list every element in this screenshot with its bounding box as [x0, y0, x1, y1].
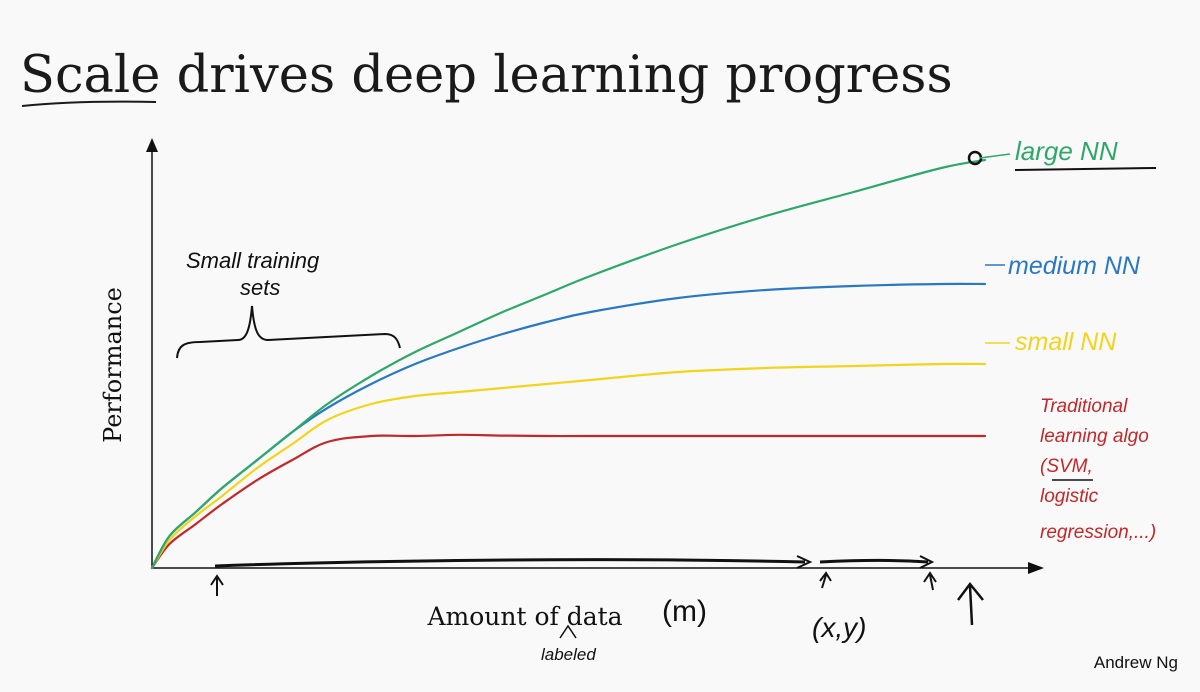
series-line-small-2 — [150, 362, 987, 570]
large-nn-label-underline — [1014, 167, 1157, 171]
up-arrow-2 — [819, 571, 832, 589]
traditional-label-line-5: regression,...) — [1040, 522, 1156, 543]
traditional-label-line-3: (SVM, — [1040, 456, 1093, 477]
xy-range-arrowhead — [919, 555, 935, 569]
large-nn-label-tick — [979, 153, 1011, 159]
data-range-line — [214, 558, 806, 568]
xy-symbol: (x,y) — [812, 612, 866, 643]
labeled-caret — [559, 624, 577, 639]
slide-title: Scale drives deep learning progress — [20, 46, 953, 105]
m-symbol: (m) — [662, 595, 707, 628]
medium-nn-label: medium NN — [1008, 252, 1141, 280]
traditional-label-line-4: logistic — [1040, 486, 1099, 507]
up-arrow-4 — [957, 581, 984, 626]
traditional-algo-label: Traditional learning algo (SVM, logistic… — [1040, 396, 1156, 543]
labeled-annotation: labeled — [541, 645, 596, 664]
data-range-arrowhead — [796, 555, 813, 569]
small-nn-label: small NN — [1015, 328, 1117, 356]
x-axis-label: Amount of data — [426, 602, 622, 631]
series-layer — [150, 158, 987, 570]
small-training-sets-label-line-2: sets — [240, 275, 280, 300]
small-training-sets-bracket — [176, 305, 401, 359]
x-axis-arrow — [1028, 562, 1044, 574]
title-underline — [21, 100, 157, 107]
traditional-label-line-2: learning algo — [1040, 426, 1149, 447]
up-arrow-1 — [210, 574, 224, 596]
up-arrow-3 — [923, 571, 937, 591]
title-underlined-word: Scale — [20, 46, 160, 105]
series-line-traditional-3 — [150, 433, 987, 570]
traditional-label-line-1: Traditional — [1040, 396, 1128, 417]
series-line-medium-1 — [150, 282, 987, 570]
title-rest: drives deep learning progress — [160, 46, 952, 105]
xy-range-line — [819, 559, 929, 564]
series-line-large-0 — [150, 158, 987, 570]
y-axis-label: Performance — [99, 287, 127, 443]
small-training-sets-label-line-1: Small training — [186, 248, 320, 273]
large-nn-label: large NN — [1015, 136, 1118, 166]
y-axis-arrow — [146, 138, 158, 152]
author-credit: Andrew Ng — [1094, 653, 1178, 672]
